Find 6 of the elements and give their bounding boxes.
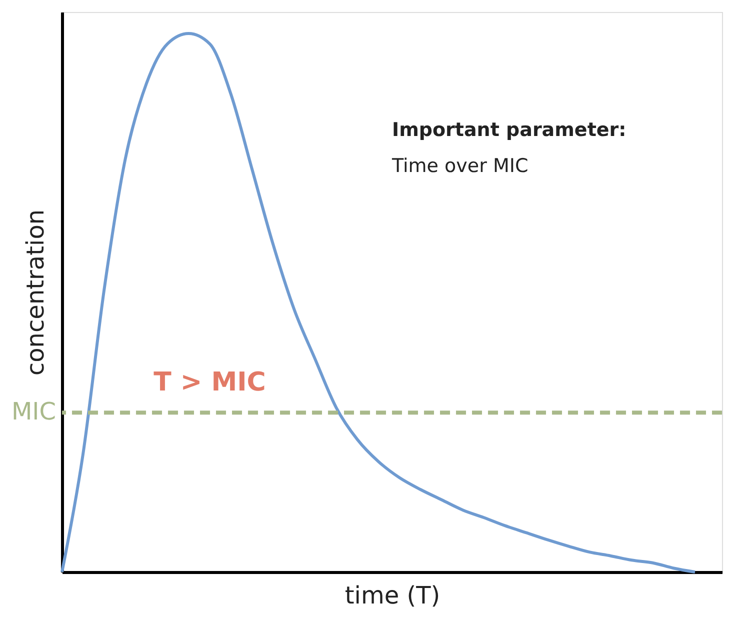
- annotation: Important parameter:: [392, 119, 626, 141]
- ref-line-label: MIC: [11, 398, 56, 426]
- y-axis-title: concentration: [22, 209, 50, 376]
- annotation: T > MIC: [154, 368, 266, 398]
- annotation: Time over MIC: [391, 155, 528, 177]
- x-axis-title: time (T): [344, 582, 440, 610]
